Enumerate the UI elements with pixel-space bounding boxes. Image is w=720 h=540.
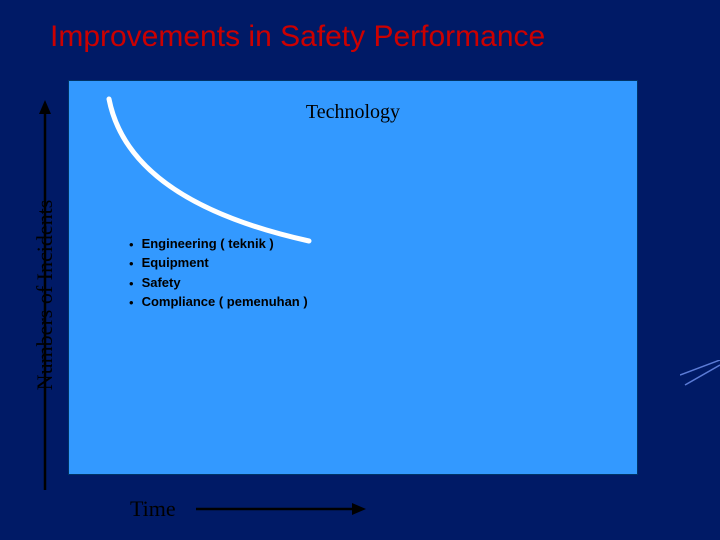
chart-area: Technology • Engineering ( teknik ) • Eq… [68,80,638,475]
bullet-text: Equipment [142,255,209,271]
bullet-icon: • [129,295,134,311]
x-axis-group: Time [130,496,366,522]
bullet-text: Safety [142,275,181,291]
slide-root: Improvements in Safety Performance Numbe… [0,0,720,540]
list-item: • Safety [129,275,308,292]
bullet-icon: • [129,237,134,253]
list-item: • Engineering ( teknik ) [129,236,308,253]
page-title: Improvements in Safety Performance [50,20,700,54]
y-axis-group: Numbers of Incidents [30,110,60,480]
bullet-icon: • [129,276,134,292]
decoration-lines [680,360,720,390]
x-axis-arrow [196,502,366,516]
bullet-text: Compliance ( pemenuhan ) [142,294,308,310]
bullet-list: • Engineering ( teknik ) • Equipment • S… [129,236,308,313]
list-item: • Equipment [129,255,308,272]
bullet-icon: • [129,256,134,272]
bullet-text: Engineering ( teknik ) [142,236,274,252]
x-axis-label: Time [130,496,176,522]
list-item: • Compliance ( pemenuhan ) [129,294,308,311]
y-axis-label: Numbers of Incidents [32,200,58,391]
